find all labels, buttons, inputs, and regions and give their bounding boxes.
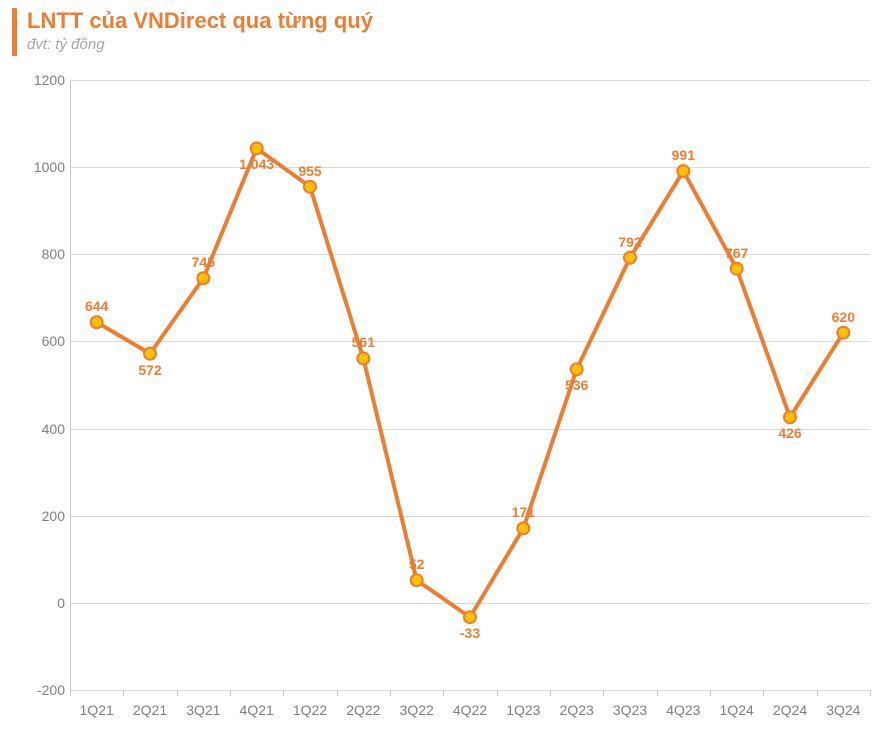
- x-tick: [230, 690, 231, 696]
- data-label: 572: [138, 362, 161, 378]
- data-point: [571, 363, 583, 375]
- x-tick: [710, 690, 711, 696]
- data-line: [97, 148, 844, 617]
- data-point: [731, 263, 743, 275]
- data-label: -33: [460, 625, 480, 641]
- x-tick: [390, 690, 391, 696]
- x-tick-label: 2Q21: [133, 702, 167, 718]
- data-point: [837, 327, 849, 339]
- y-tick-label: 200: [5, 508, 65, 524]
- data-point: [517, 522, 529, 534]
- y-tick-label: 600: [5, 333, 65, 349]
- data-label: 1.043: [239, 156, 274, 172]
- x-tick: [177, 690, 178, 696]
- title-text-block: LNTT của VNDirect qua từng quý đvt: tỷ đ…: [27, 8, 373, 53]
- data-point: [411, 574, 423, 586]
- data-label: 426: [778, 425, 801, 441]
- data-markers: [91, 142, 850, 623]
- data-label: 644: [85, 298, 108, 314]
- chart-title: LNTT của VNDirect qua từng quý: [27, 8, 373, 34]
- data-label: 991: [672, 147, 695, 163]
- x-tick: [603, 690, 604, 696]
- data-label: 561: [352, 334, 375, 350]
- chart-header: LNTT của VNDirect qua từng quý đvt: tỷ đ…: [12, 8, 373, 56]
- y-tick-label: 400: [5, 421, 65, 437]
- x-tick-label: 2Q23: [560, 702, 594, 718]
- x-tick: [763, 690, 764, 696]
- x-tick: [870, 690, 871, 696]
- data-label: 767: [725, 245, 748, 261]
- x-tick-label: 4Q22: [453, 702, 487, 718]
- data-label: 536: [565, 377, 588, 393]
- x-tick: [443, 690, 444, 696]
- x-tick-label: 4Q21: [240, 702, 274, 718]
- x-tick-label: 3Q23: [613, 702, 647, 718]
- x-tick: [337, 690, 338, 696]
- data-point: [784, 411, 796, 423]
- x-tick: [550, 690, 551, 696]
- data-label: 52: [409, 556, 425, 572]
- x-tick-label: 1Q21: [80, 702, 114, 718]
- data-label: 792: [618, 234, 641, 250]
- data-point: [464, 611, 476, 623]
- x-tick: [123, 690, 124, 696]
- data-label: 745: [192, 254, 215, 270]
- y-tick-label: 0: [5, 595, 65, 611]
- y-tick-label: 1200: [5, 72, 65, 88]
- data-point: [144, 348, 156, 360]
- data-label: 171: [512, 504, 535, 520]
- data-point: [304, 181, 316, 193]
- y-tick-label: 1000: [5, 159, 65, 175]
- data-point: [91, 316, 103, 328]
- x-tick: [70, 690, 71, 696]
- x-tick-label: 2Q22: [346, 702, 380, 718]
- y-tick-label: 800: [5, 246, 65, 262]
- x-tick-label: 1Q23: [506, 702, 540, 718]
- chart-subtitle: đvt: tỷ đồng: [27, 36, 373, 53]
- x-tick: [283, 690, 284, 696]
- x-tick-label: 3Q21: [186, 702, 220, 718]
- x-tick-label: 2Q24: [773, 702, 807, 718]
- title-accent-bar: [12, 8, 17, 56]
- data-point: [624, 252, 636, 264]
- x-tick-label: 1Q22: [293, 702, 327, 718]
- data-point: [677, 165, 689, 177]
- data-point: [197, 272, 209, 284]
- data-label: 955: [298, 163, 321, 179]
- x-tick-label: 4Q23: [666, 702, 700, 718]
- x-tick: [817, 690, 818, 696]
- data-point: [357, 352, 369, 364]
- data-label: 620: [832, 309, 855, 325]
- y-tick-label: -200: [5, 682, 65, 698]
- gridline: [70, 690, 870, 691]
- chart-plot: [70, 80, 870, 690]
- x-tick-label: 1Q24: [720, 702, 754, 718]
- data-point: [251, 142, 263, 154]
- x-tick-label: 3Q22: [400, 702, 434, 718]
- x-tick: [657, 690, 658, 696]
- x-tick: [497, 690, 498, 696]
- x-tick-label: 3Q24: [826, 702, 860, 718]
- chart-container: LNTT của VNDirect qua từng quý đvt: tỷ đ…: [0, 0, 889, 741]
